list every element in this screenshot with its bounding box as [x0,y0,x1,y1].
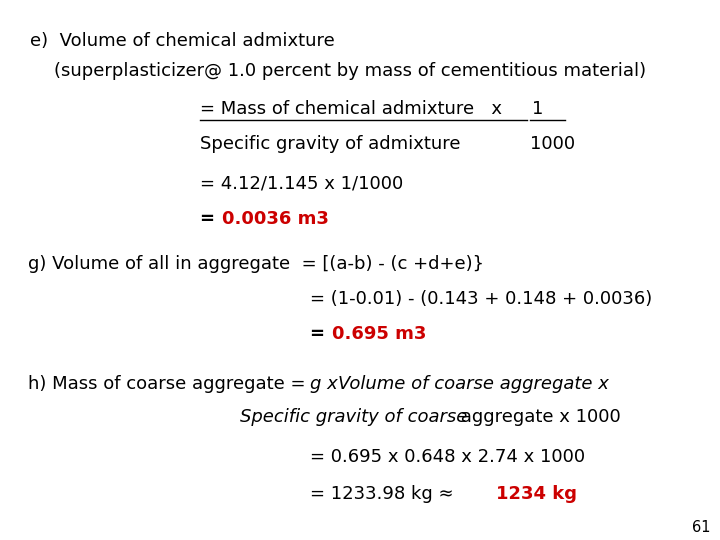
Text: = Mass of chemical admixture   x: = Mass of chemical admixture x [200,100,502,118]
Text: Specific gravity of admixture: Specific gravity of admixture [200,135,461,153]
Text: = (1-0.01) - (0.143 + 0.148 + 0.0036): = (1-0.01) - (0.143 + 0.148 + 0.0036) [310,290,652,308]
Text: =: = [310,325,331,343]
Text: aggregate x 1000: aggregate x 1000 [455,408,621,426]
Text: 0.0036 m3: 0.0036 m3 [222,210,329,228]
Text: h) Mass of coarse aggregate =: h) Mass of coarse aggregate = [28,375,311,393]
Text: Volume of coarse aggregate x: Volume of coarse aggregate x [338,375,609,393]
Text: = 1233.98 kg ≈: = 1233.98 kg ≈ [310,485,459,503]
Text: = 4.12/1.145 x 1/1000: = 4.12/1.145 x 1/1000 [200,175,403,193]
Text: 0.695 m3: 0.695 m3 [332,325,426,343]
Text: Specific gravity of coarse: Specific gravity of coarse [240,408,467,426]
Text: e)  Volume of chemical admixture: e) Volume of chemical admixture [30,32,335,50]
Text: = 0.695 x 0.648 x 2.74 x 1000: = 0.695 x 0.648 x 2.74 x 1000 [310,448,585,466]
Text: g x: g x [310,375,343,393]
Text: 1234 kg: 1234 kg [496,485,577,503]
Text: 1: 1 [532,100,544,118]
Text: =: = [200,210,221,228]
Text: 61: 61 [692,520,711,535]
Text: g) Volume of all in aggregate  = [(a-b) - (c +d+e)}: g) Volume of all in aggregate = [(a-b) -… [28,255,484,273]
Text: 1000: 1000 [530,135,575,153]
Text: (superplasticizer@ 1.0 percent by mass of cementitious material): (superplasticizer@ 1.0 percent by mass o… [54,62,646,80]
